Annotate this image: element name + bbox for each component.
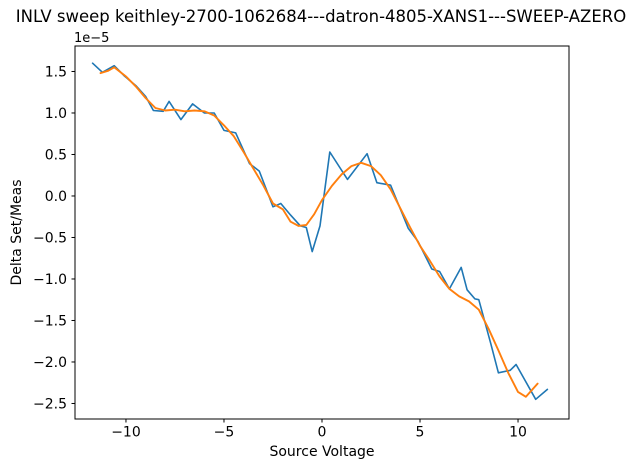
series-line-delta-measured	[91, 62, 549, 401]
series-line-smoothed-fit	[99, 66, 539, 398]
x-tick-label: 0	[318, 425, 327, 441]
y-tick-label: 1.0	[45, 106, 67, 122]
x-tick-label: −10	[111, 425, 141, 441]
y-tick-label: −2.5	[33, 396, 67, 412]
y-tick-label: −0.5	[33, 230, 67, 246]
y-tick-label: 0.5	[45, 147, 67, 163]
y-tick-label: 0.0	[45, 189, 67, 205]
y-ticks: 1.5 1.0 0.5 0.0 −0.5 −1.0 −1.5 −2.0 −2.5	[33, 64, 75, 412]
y-tick-label: 1.5	[45, 64, 67, 80]
series-lines	[91, 62, 549, 401]
y-axis-label: Delta Set/Meas	[9, 179, 25, 285]
y-tick-label: −1.0	[33, 272, 67, 288]
y-tick-label: −2.0	[33, 355, 67, 371]
x-tick-label: 10	[509, 425, 527, 441]
x-tick-label: 5	[416, 425, 425, 441]
x-axis-label: Source Voltage	[269, 444, 374, 460]
figure-title: INLV sweep keithley-2700-1062684---datro…	[16, 7, 626, 26]
x-tick-label: −5	[214, 425, 235, 441]
x-ticks: −10 −5 0 5 10	[111, 419, 527, 441]
y-axis-offset-text: 1e−5	[74, 31, 109, 46]
y-tick-label: −1.5	[33, 313, 67, 329]
